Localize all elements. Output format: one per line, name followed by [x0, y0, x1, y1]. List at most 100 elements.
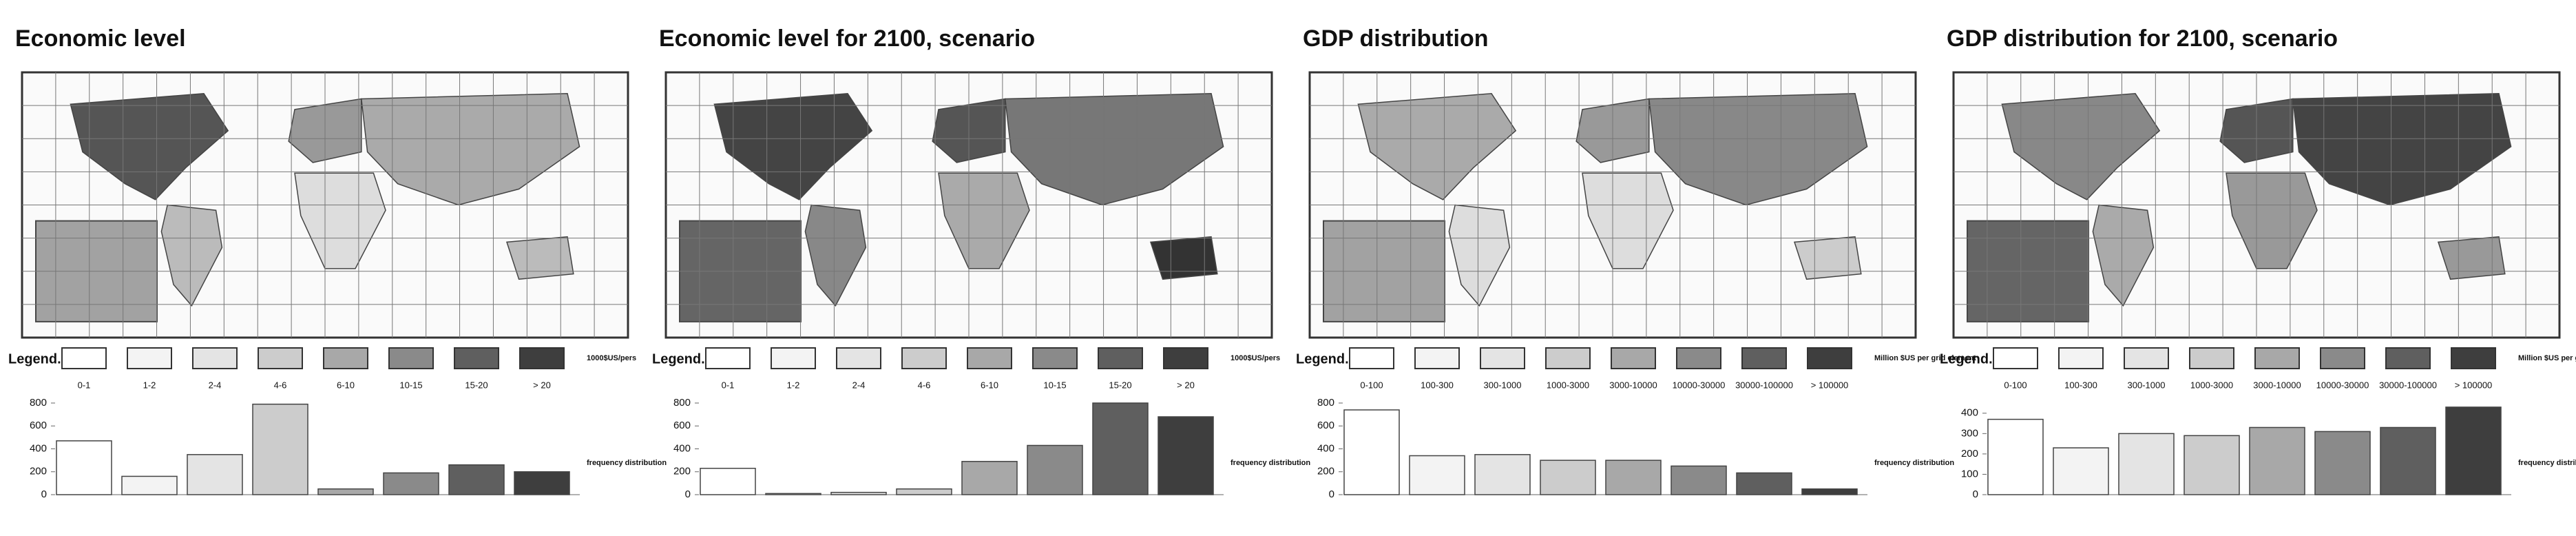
legend-title: Legend. — [1296, 351, 1349, 367]
y-tick-label: 0 — [1329, 488, 1334, 500]
continent — [1149, 236, 1218, 280]
unit-label: Million $US per grid element — [1874, 354, 1976, 362]
y-tick-label: 300 — [1961, 427, 1978, 439]
y-tick-label: 800 — [1317, 397, 1334, 409]
legend-swatch — [2124, 347, 2169, 369]
legend-swatch — [901, 347, 947, 369]
bar — [1343, 409, 1400, 495]
panel: GDP distribution for 2100, scenario 0 100 2… — [1940, 25, 2576, 500]
continent — [160, 204, 223, 307]
bar — [1987, 418, 2044, 495]
legend-swatch — [127, 347, 172, 369]
bar — [1027, 444, 1083, 495]
bar — [896, 488, 952, 495]
bar — [830, 491, 887, 495]
legend-swatch — [454, 347, 499, 369]
continent — [1648, 93, 1868, 206]
legend-swatch — [2385, 347, 2431, 369]
continent — [2226, 172, 2318, 269]
bar — [2380, 426, 2436, 495]
legend-swatch — [1676, 347, 1721, 369]
legend-swatch — [192, 347, 238, 369]
bar — [961, 461, 1018, 495]
y-tick-label: 200 — [673, 466, 691, 477]
legend-label: 1000-3000 — [1547, 380, 1589, 390]
legend-label: 2-4 — [852, 380, 866, 390]
legend-label: > 20 — [533, 380, 551, 390]
y-tick-label: 0 — [1973, 488, 1978, 500]
legend-label: 2-4 — [209, 380, 222, 390]
bar — [121, 475, 178, 495]
legend-label: 0-100 — [2004, 380, 2027, 390]
legend-label: 3000-10000 — [2253, 380, 2301, 390]
continent — [2437, 236, 2506, 280]
y-tick-label: 800 — [673, 397, 691, 409]
legend-swatch — [1414, 347, 1460, 369]
unit-label: Million $US per grid element — [2518, 354, 2576, 362]
continent — [1004, 93, 1224, 206]
legend-title: Legend. — [1940, 351, 1993, 367]
legend-swatch — [771, 347, 816, 369]
legend-label: 10-15 — [399, 380, 422, 390]
legend-title: Legend. — [8, 351, 61, 367]
bar — [448, 464, 505, 495]
panel: Economic level 0 200 400 600 800 0-1 1-2 2-4 4-6 6… — [8, 25, 667, 500]
bar — [187, 454, 243, 495]
legend-label: 10000-30000 — [2316, 380, 2369, 390]
legend-label: 10-15 — [1043, 380, 1066, 390]
y-tick-label: 600 — [673, 420, 691, 431]
panel: GDP distribution 0 200 400 600 800 0-100 100-30… — [1296, 25, 1976, 500]
continent — [1582, 172, 1674, 269]
bar — [1671, 465, 1727, 495]
continent — [505, 236, 574, 280]
bar — [2314, 431, 2371, 495]
bar — [2053, 447, 2109, 495]
legend-label: 100-300 — [2064, 380, 2097, 390]
y-tick-label: 200 — [30, 466, 47, 477]
legend-label: 3000-10000 — [1609, 380, 1657, 390]
chart-title: GDP distribution for 2100, scenario — [1947, 25, 2338, 52]
legend-label: 6-10 — [337, 380, 355, 390]
legend-swatch — [519, 347, 565, 369]
legend-swatch — [2254, 347, 2300, 369]
legend-title: Legend. — [652, 351, 705, 367]
y-tick-label: 400 — [1961, 407, 1978, 419]
legend-label: 100-300 — [1421, 380, 1454, 390]
chart-title: Economic level for 2100, scenario — [659, 25, 1035, 52]
panel: Economic level for 2100, scenario 0 200 400… — [652, 25, 1310, 500]
axis-label: frequency distribution — [1231, 459, 1310, 467]
legend-label: 300-1000 — [2128, 380, 2166, 390]
unit-label: 1000$US/pers — [587, 354, 636, 362]
y-tick-label: 200 — [1961, 448, 1978, 460]
bar — [1092, 402, 1149, 495]
legend-swatch — [1480, 347, 1525, 369]
legend-label: 4-6 — [274, 380, 287, 390]
bar — [2249, 426, 2305, 495]
legend-swatch — [967, 347, 1012, 369]
y-tick-label: 400 — [1317, 442, 1334, 454]
legend-swatch — [705, 347, 751, 369]
legend-swatch — [1993, 347, 2038, 369]
unit-label: 1000$US/pers — [1231, 354, 1280, 362]
bar — [2118, 433, 2175, 495]
bar — [765, 493, 821, 495]
axis-label: frequency distribution — [1874, 459, 1954, 467]
continent — [804, 204, 867, 307]
y-tick-label: 600 — [1317, 420, 1334, 431]
legend-label: 30000-100000 — [2379, 380, 2437, 390]
chart-title: GDP distribution — [1303, 25, 1488, 52]
legend-label: 10000-30000 — [1673, 380, 1726, 390]
bar — [1158, 416, 1214, 495]
bar — [383, 472, 439, 495]
axis-label: frequency distribution — [2518, 459, 2576, 467]
legend-label: 30000-100000 — [1735, 380, 1793, 390]
continent — [938, 172, 1030, 269]
axis-label: frequency distribution — [587, 459, 667, 467]
bar — [56, 440, 112, 495]
legend-swatch — [258, 347, 303, 369]
legend-label: 300-1000 — [1484, 380, 1522, 390]
continent — [2292, 93, 2512, 206]
continent — [1793, 236, 1862, 280]
legend-label: 4-6 — [918, 380, 931, 390]
